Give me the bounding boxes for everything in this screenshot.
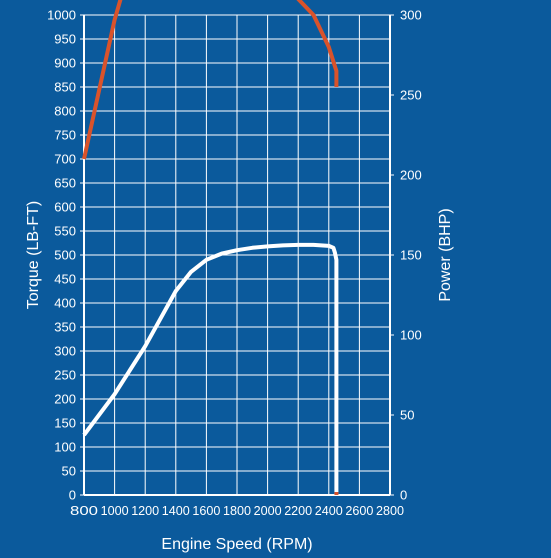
- x-tick-label: 1800: [223, 503, 251, 518]
- x-tick-label: 1000: [101, 503, 129, 518]
- y-left-tick-label: 200: [54, 392, 76, 407]
- y-right-tick-label: 250: [400, 88, 422, 103]
- grid: [83, 14, 391, 496]
- y-left-tick-label: 400: [54, 296, 76, 311]
- series: [82, 0, 339, 495]
- y-left-tick-label: 900: [54, 56, 76, 71]
- y-left-tick-label: 750: [54, 128, 76, 143]
- y-left-tick-label: 500: [54, 248, 76, 263]
- y-left-tick-label: 800: [54, 104, 76, 119]
- baseline-marker: [334, 492, 339, 495]
- y-left-tick-label: 650: [54, 176, 76, 191]
- y-right-axis-title: Power (BHP): [437, 208, 454, 301]
- y-left-tick-label: 350: [54, 320, 76, 335]
- y-left-tick-label: 950: [54, 32, 76, 47]
- y-left-tick-label: 550: [54, 224, 76, 239]
- y-right-tick-label: 150: [400, 248, 422, 263]
- torque-series-line: [82, 242, 339, 495]
- y-left-tick-label: 700: [54, 152, 76, 167]
- y-left-tick-label: 50: [62, 464, 76, 479]
- tick-labels: 0501001502002503003504004505005506006507…: [47, 8, 422, 519]
- x-tick-label: 2400: [315, 503, 343, 518]
- y-left-tick-label: 150: [54, 416, 76, 431]
- x-tick-label: 2800: [376, 503, 404, 518]
- y-left-tick-label: 0: [69, 488, 76, 503]
- x-axis-title: Engine Speed (RPM): [161, 536, 312, 553]
- y-left-tick-label: 100: [54, 440, 76, 455]
- y-left-axis-title: Torque (LB-FT): [25, 201, 42, 309]
- x-tick-label: 800: [70, 503, 98, 518]
- x-tick-label: 2600: [345, 503, 373, 518]
- y-left-tick-label: 600: [54, 200, 76, 215]
- y-left-tick-label: 250: [54, 368, 76, 383]
- y-right-tick-label: 50: [400, 408, 414, 423]
- x-tick-label: 1200: [131, 503, 159, 518]
- x-tick-label: 1600: [192, 503, 220, 518]
- x-tick-label: 2200: [284, 503, 312, 518]
- y-right-tick-label: 100: [400, 328, 422, 343]
- y-left-tick-label: 450: [54, 272, 76, 287]
- y-left-tick-label: 300: [54, 344, 76, 359]
- y-right-tick-label: 0: [400, 488, 407, 503]
- y-right-tick-label: 300: [400, 8, 422, 23]
- y-left-tick-label: 1000: [47, 8, 76, 23]
- y-left-tick-label: 850: [54, 80, 76, 95]
- power-series-line: [82, 0, 339, 160]
- y-right-tick-label: 200: [400, 168, 422, 183]
- x-tick-label: 1400: [162, 503, 190, 518]
- x-tick-label: 2000: [254, 503, 282, 518]
- axes: [80, 14, 394, 496]
